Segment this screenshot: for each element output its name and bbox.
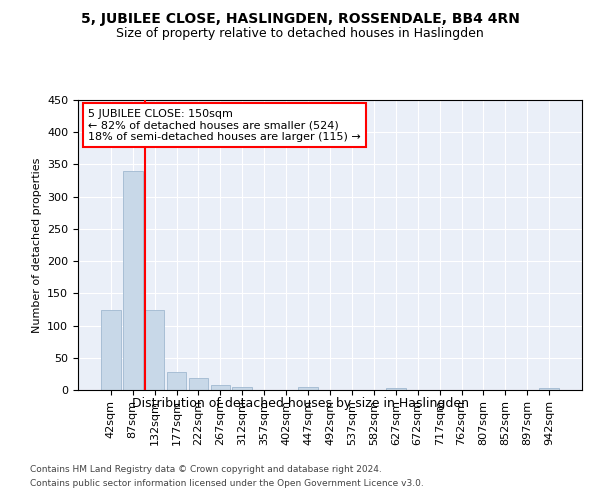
Bar [539, 388, 559, 390]
Bar [167, 372, 187, 390]
Bar [123, 171, 143, 390]
Bar [232, 387, 252, 390]
Text: Contains public sector information licensed under the Open Government Licence v3: Contains public sector information licen… [30, 479, 424, 488]
Text: Size of property relative to detached houses in Haslingden: Size of property relative to detached ho… [116, 28, 484, 40]
Bar [188, 378, 208, 390]
Bar [145, 310, 164, 390]
Text: Contains HM Land Registry data © Crown copyright and database right 2024.: Contains HM Land Registry data © Crown c… [30, 466, 382, 474]
Bar [101, 310, 121, 390]
Bar [386, 388, 406, 390]
Y-axis label: Number of detached properties: Number of detached properties [32, 158, 41, 332]
Text: 5 JUBILEE CLOSE: 150sqm
← 82% of detached houses are smaller (524)
18% of semi-d: 5 JUBILEE CLOSE: 150sqm ← 82% of detache… [88, 108, 361, 142]
Text: 5, JUBILEE CLOSE, HASLINGDEN, ROSSENDALE, BB4 4RN: 5, JUBILEE CLOSE, HASLINGDEN, ROSSENDALE… [80, 12, 520, 26]
Bar [298, 387, 318, 390]
Text: Distribution of detached houses by size in Haslingden: Distribution of detached houses by size … [131, 398, 469, 410]
Bar [211, 386, 230, 390]
